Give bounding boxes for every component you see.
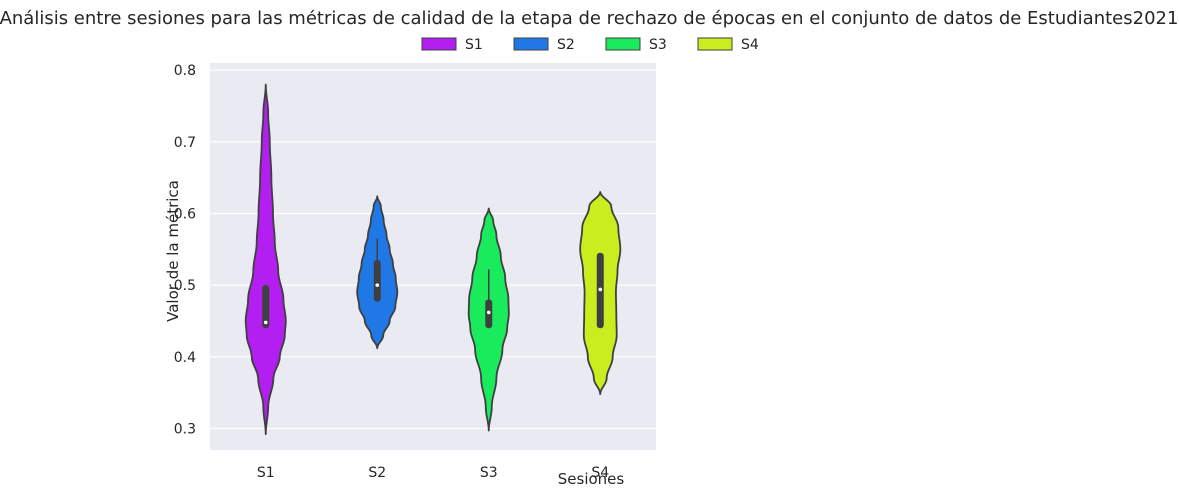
y-tick-label: 0.8	[174, 63, 196, 79]
violin-iqr-box	[373, 260, 381, 302]
x-axis-label: Sesiones	[558, 470, 625, 488]
violins	[244, 83, 622, 436]
legend-item-s4: S4	[697, 37, 759, 53]
legend: S1 S2 S3 S4	[421, 37, 759, 53]
violin-median	[486, 310, 491, 315]
legend-item-s3: S3	[605, 37, 667, 53]
legend-swatch	[513, 37, 549, 51]
legend-item-s2: S2	[513, 37, 575, 53]
x-tick-label: S1	[257, 465, 275, 481]
x-tick-label: S2	[368, 465, 386, 481]
x-tick-label: S3	[480, 465, 498, 481]
chart-title: Análisis entre sesiones para las métrica…	[0, 8, 1178, 29]
x-tick-label: S4	[591, 465, 609, 481]
violin-median	[375, 283, 380, 287]
y-axis-label: Valor de la métrica	[164, 180, 182, 322]
legend-item-s1: S1	[421, 37, 483, 53]
violin-median	[598, 287, 603, 292]
legend-label: S1	[465, 37, 483, 53]
gridlines	[210, 69, 656, 430]
y-axis-ticks: 0.3 0.4 0.5 0.6 0.7 0.8	[174, 63, 196, 437]
legend-swatch	[605, 37, 641, 51]
legend-swatch	[697, 37, 733, 51]
violin-s2	[356, 195, 399, 350]
y-tick-label: 0.4	[174, 350, 196, 366]
violin-s4	[579, 191, 622, 395]
legend-label: S2	[557, 37, 575, 53]
legend-label: S3	[649, 37, 667, 53]
legend-swatch	[421, 37, 457, 51]
x-axis-ticks: S1 S2 S3 S4	[257, 465, 609, 481]
y-tick-label: 0.5	[174, 278, 196, 294]
violin-body	[244, 83, 287, 436]
y-tick-label: 0.6	[174, 207, 196, 223]
violin-median	[263, 320, 268, 325]
y-tick-label: 0.3	[174, 422, 196, 438]
violin-s3	[467, 207, 510, 432]
violin-iqr-box	[262, 285, 270, 329]
legend-label: S4	[741, 37, 759, 53]
violin-s1	[244, 83, 287, 436]
y-tick-label: 0.7	[174, 135, 196, 151]
